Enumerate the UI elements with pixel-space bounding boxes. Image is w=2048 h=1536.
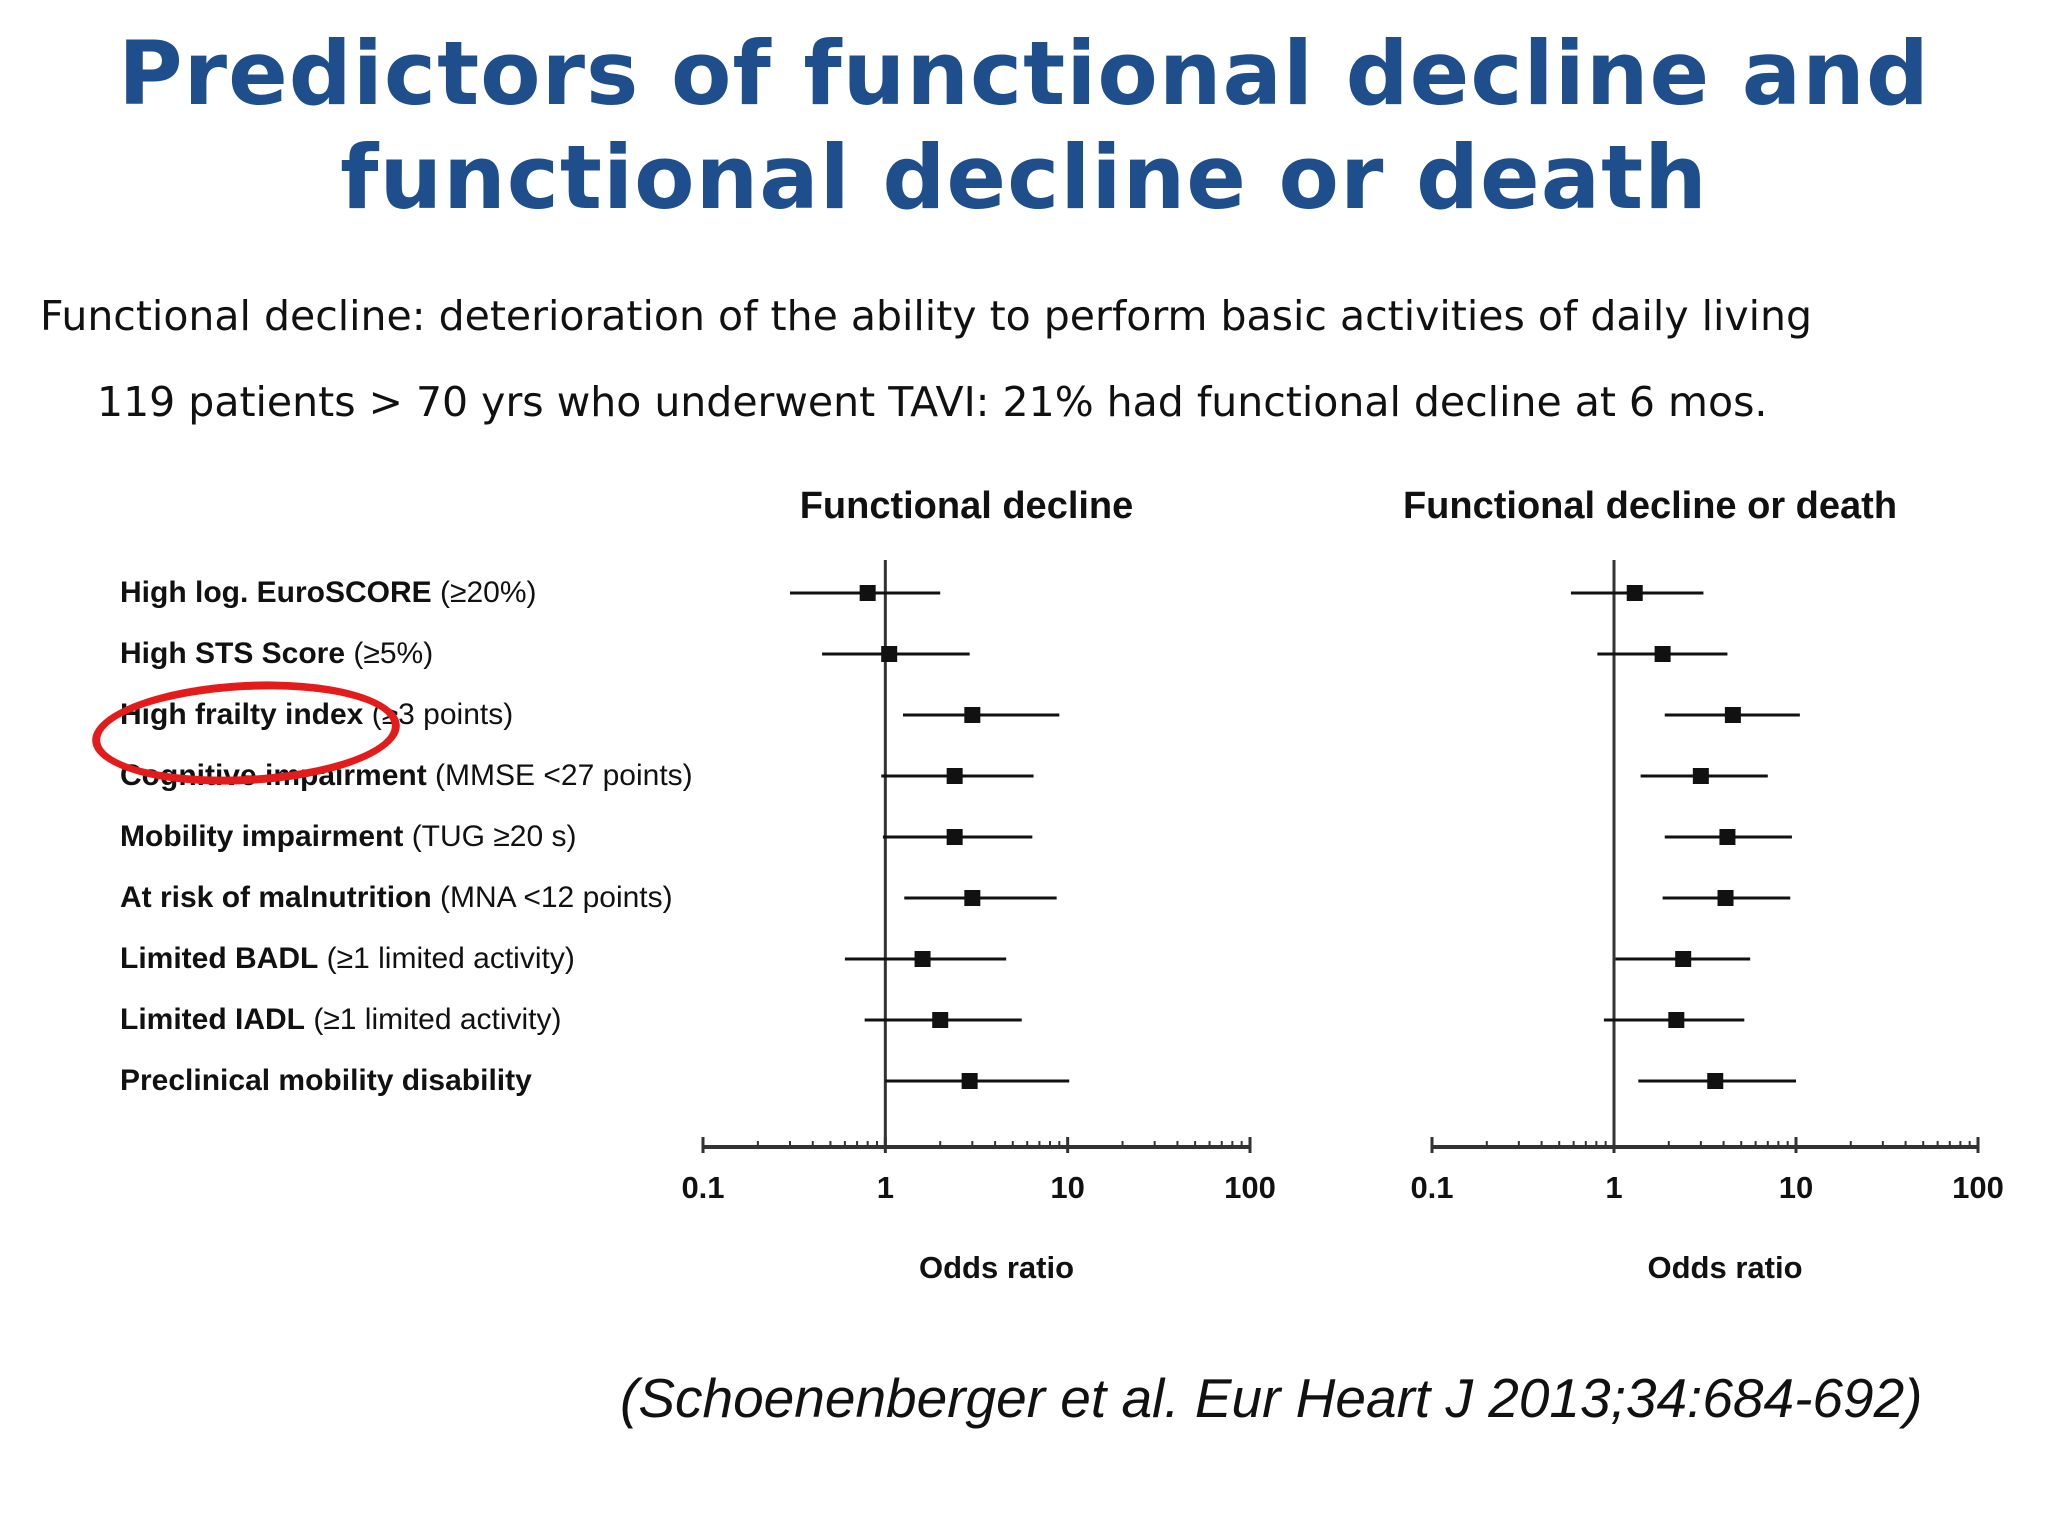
citation: (Schoenenberger et al. Eur Heart J 2013;…	[620, 1367, 1923, 1429]
odds-ratio-marker	[1717, 890, 1734, 906]
title-line-2: functional decline or death	[340, 126, 1708, 229]
x-tick-label: 100	[1952, 1170, 2004, 1205]
predictor-criterion: (MNA <12 points)	[431, 881, 673, 914]
predictor-labels: High log. EuroSCORE (≥20%) High STS Scor…	[120, 572, 693, 1121]
odds-ratio-marker	[1675, 951, 1692, 967]
predictor-name: High STS Score	[120, 637, 346, 670]
x-tick-label: 1	[877, 1170, 894, 1205]
odds-ratio-marker	[932, 1012, 949, 1028]
predictor-criterion: (TUG ≥20 s)	[403, 820, 577, 853]
chart-title: Functional decline or death	[1403, 485, 1897, 527]
predictor-name: Cognitive impairment	[120, 759, 427, 792]
odds-ratio-marker	[1724, 707, 1741, 723]
predictor-label: Limited IADL (≥1 limited activity)	[120, 999, 693, 1060]
chart-title: Functional decline	[800, 485, 1134, 527]
x-tick-label: 100	[1224, 1170, 1276, 1205]
predictor-criterion: (≥1 limited activity)	[305, 1003, 562, 1036]
x-tick-label: 10	[1050, 1170, 1084, 1205]
definition-text: Functional decline: deterioration of the…	[40, 292, 1813, 340]
predictor-name: Limited BADL	[120, 942, 319, 975]
odds-ratio-marker	[964, 890, 981, 906]
predictor-label: Cognitive impairment (MMSE <27 points)	[120, 755, 693, 816]
predictor-criterion: (≥20%)	[431, 576, 537, 609]
predictor-label: Preclinical mobility disability	[120, 1060, 693, 1121]
predictor-label: High STS Score (≥5%)	[120, 633, 693, 694]
population-text: 119 patients > 70 yrs who underwent TAVI…	[97, 378, 1768, 426]
predictor-name: Preclinical mobility disability	[120, 1064, 532, 1097]
x-tick-label: 10	[1779, 1170, 1813, 1205]
predictor-label: High log. EuroSCORE (≥20%)	[120, 572, 693, 633]
x-axis-label: Odds ratio	[1647, 1250, 1802, 1285]
x-tick-label: 0.1	[1410, 1170, 1453, 1205]
predictor-label: Mobility impairment (TUG ≥20 s)	[120, 816, 693, 877]
odds-ratio-marker	[914, 951, 931, 967]
x-tick-label: 0.1	[681, 1170, 724, 1205]
odds-ratio-marker	[881, 646, 898, 662]
predictor-name: At risk of malnutrition	[120, 881, 432, 914]
predictor-label: High frailty index (≥3 points)	[120, 694, 693, 755]
predictor-criterion: (MMSE <27 points)	[426, 759, 693, 792]
predictor-label: At risk of malnutrition (MNA <12 points)	[120, 877, 693, 938]
odds-ratio-marker	[1692, 768, 1709, 784]
x-tick-label: 1	[1605, 1170, 1622, 1205]
predictor-criterion: (≥1 limited activity)	[318, 942, 575, 975]
odds-ratio-marker	[859, 585, 876, 601]
odds-ratio-marker	[1654, 646, 1671, 662]
predictor-name: Limited IADL	[120, 1003, 305, 1036]
x-axis-label: Odds ratio	[919, 1250, 1074, 1285]
predictor-name: Mobility impairment	[120, 820, 404, 853]
odds-ratio-marker	[1707, 1073, 1724, 1089]
predictor-criterion: (≥5%)	[345, 637, 434, 670]
odds-ratio-marker	[1719, 829, 1736, 845]
title-line-1: Predictors of functional decline and	[118, 22, 1930, 125]
slide-title: Predictors of functional decline and fun…	[0, 22, 2048, 230]
predictor-criterion: (≥3 points)	[363, 698, 514, 731]
odds-ratio-marker	[946, 829, 963, 845]
odds-ratio-marker	[964, 707, 981, 723]
odds-ratio-marker	[961, 1073, 978, 1089]
odds-ratio-marker	[946, 768, 963, 784]
predictor-name: High frailty index	[120, 698, 364, 731]
predictor-label: Limited BADL (≥1 limited activity)	[120, 938, 693, 999]
odds-ratio-marker	[1626, 585, 1643, 601]
odds-ratio-marker	[1668, 1012, 1685, 1028]
predictor-name: High log. EuroSCORE	[120, 576, 432, 609]
